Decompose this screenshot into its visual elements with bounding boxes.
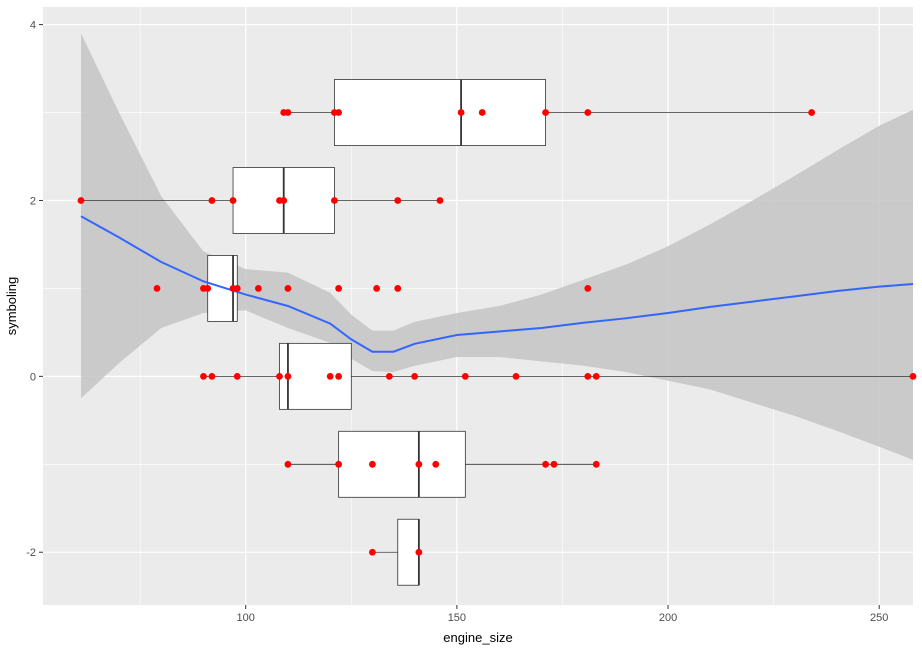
- data-point: [284, 372, 292, 380]
- data-point: [326, 372, 334, 380]
- data-point: [808, 109, 816, 116]
- data-point: [233, 285, 241, 292]
- data-point: [542, 460, 549, 468]
- data-point: [415, 548, 423, 556]
- data-point: [394, 285, 402, 292]
- data-point: [373, 285, 381, 292]
- box: [334, 79, 546, 146]
- data-point: [153, 285, 161, 292]
- data-point: [369, 548, 376, 556]
- x-tick-label: 100: [237, 612, 255, 624]
- y-tick-label: 2: [30, 195, 36, 207]
- data-point: [208, 197, 216, 204]
- data-point: [550, 460, 558, 468]
- confidence-ribbon: [81, 33, 913, 460]
- data-point: [284, 285, 292, 292]
- boxplot: [283, 79, 812, 146]
- x-tick-label: 250: [870, 612, 888, 624]
- y-tick-label: -2: [26, 547, 36, 559]
- data-point: [284, 460, 292, 468]
- confidence-band: [81, 33, 913, 460]
- data-point: [77, 197, 85, 204]
- data-point: [542, 109, 549, 116]
- boxplots: [81, 79, 913, 586]
- data-point: [335, 109, 343, 116]
- data-point: [284, 109, 292, 116]
- data-point: [208, 372, 216, 380]
- data-point: [331, 197, 338, 204]
- data-point: [200, 372, 207, 380]
- data-point: [335, 372, 343, 380]
- box: [338, 430, 466, 498]
- data-point: [415, 460, 423, 468]
- data-point: [461, 372, 469, 380]
- y-tick-label: 4: [30, 20, 36, 32]
- data-point: [335, 285, 343, 292]
- data-point: [369, 460, 376, 468]
- data-point: [229, 197, 237, 204]
- y-tick-label: 0: [30, 371, 36, 383]
- data-point: [478, 109, 486, 116]
- data-point: [280, 197, 288, 204]
- data-point: [204, 285, 212, 292]
- data-point: [394, 197, 402, 204]
- data-point: [457, 109, 465, 116]
- data-point: [512, 372, 520, 380]
- data-point: [411, 372, 419, 380]
- data-point: [385, 372, 393, 380]
- data-point: [432, 460, 440, 468]
- data-point: [909, 372, 917, 380]
- data-point: [592, 460, 600, 468]
- x-axis: 100 150 200 250: [237, 605, 888, 624]
- data-point: [584, 109, 592, 116]
- x-tick-label: 150: [448, 612, 466, 624]
- data-points: [77, 109, 917, 556]
- data-point: [584, 285, 592, 292]
- data-point: [592, 372, 600, 380]
- data-point: [254, 285, 262, 292]
- data-point: [233, 372, 241, 380]
- y-axis: -2 0 2 4: [26, 20, 43, 559]
- data-point: [335, 460, 343, 468]
- data-point: [436, 197, 444, 204]
- x-axis-title: engine_size: [443, 630, 512, 645]
- boxplot: [287, 430, 597, 498]
- y-axis-title: symboling: [4, 277, 19, 336]
- data-point: [276, 372, 283, 380]
- data-point: [584, 372, 592, 380]
- x-tick-label: 200: [659, 612, 677, 624]
